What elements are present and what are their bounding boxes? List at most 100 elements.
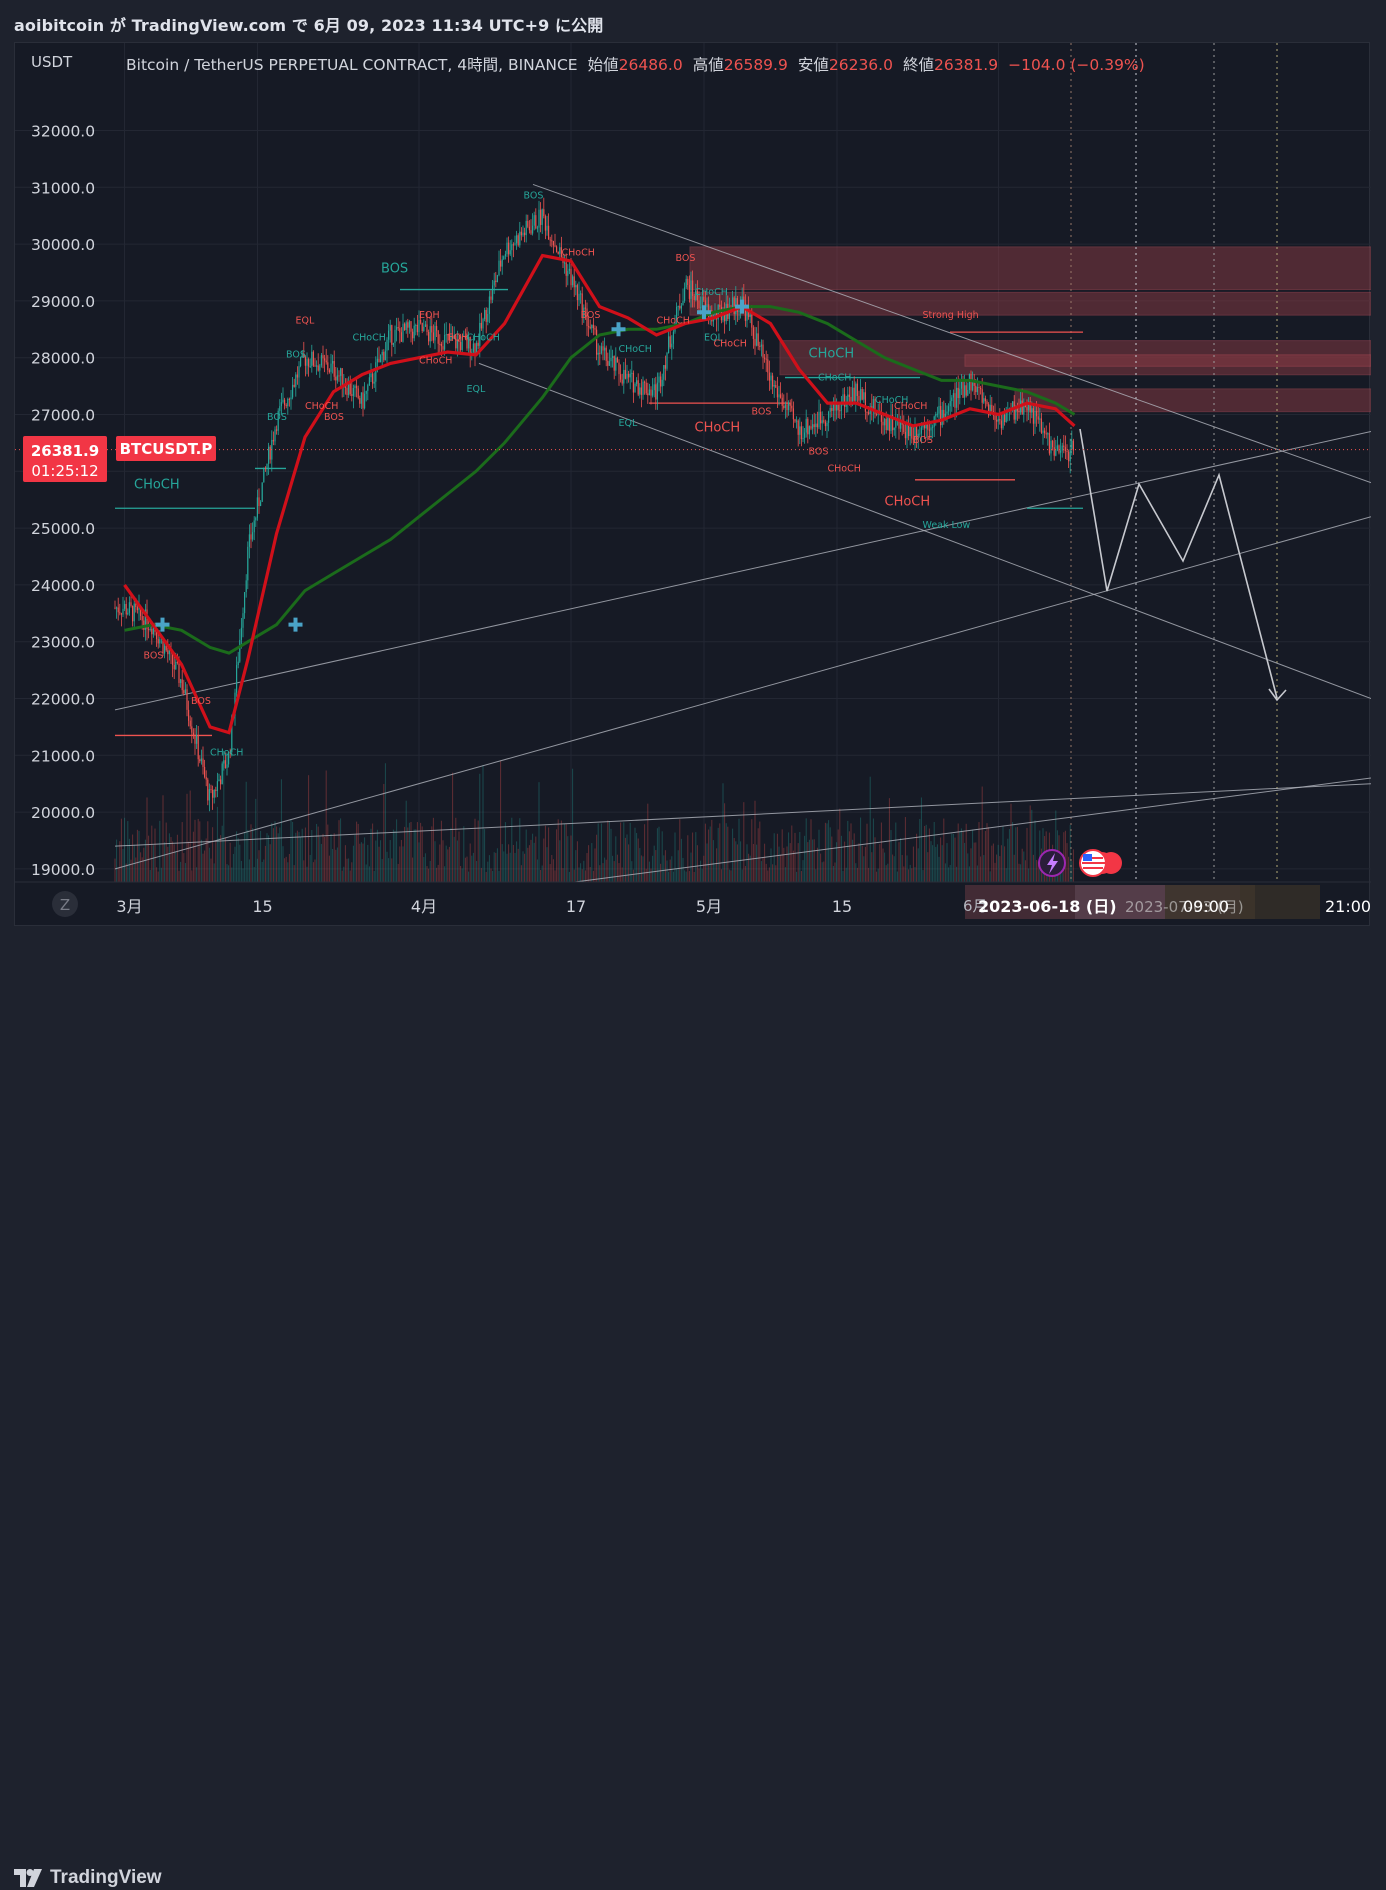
candle-body — [266, 463, 268, 469]
candle-body — [258, 497, 260, 507]
candle-body — [1016, 408, 1018, 411]
volume-bar — [477, 820, 479, 882]
structure-label: CHoCH — [305, 401, 338, 412]
candle-body — [605, 347, 607, 361]
volume-bar — [175, 851, 177, 882]
candle-body — [540, 209, 542, 225]
candle-body — [900, 420, 902, 429]
candle-body — [756, 333, 758, 346]
candle-body — [404, 323, 406, 331]
candle-body — [317, 365, 319, 371]
price-axis[interactable]: 19000.0 20000.0 21000.0 22000.0 23000.0 24000… — [31, 123, 95, 879]
candle-body — [788, 402, 790, 411]
volume-bar — [260, 830, 262, 882]
price-chart[interactable]: BOSBOSCHoCHCHoCHBOSBOSEQLCHoCHBOSCHoCHBO… — [15, 43, 1371, 927]
candle-body — [604, 347, 606, 351]
candle-body — [690, 280, 692, 299]
volume-bar — [498, 870, 500, 882]
volume-bar — [231, 867, 233, 882]
z-button[interactable]: Z — [52, 891, 78, 917]
volume-bar — [215, 840, 217, 882]
candle-body — [733, 297, 735, 315]
volume-bar — [981, 786, 983, 882]
candle-body — [695, 290, 697, 300]
candle-body — [925, 424, 927, 429]
time-axis[interactable]: 3月 15 4月 17 5月 15 — [15, 881, 1371, 916]
candle-body — [760, 344, 762, 347]
volume-bar — [972, 829, 974, 882]
candle-body — [799, 426, 801, 435]
volume-bar — [490, 868, 492, 882]
candle-body — [1039, 418, 1041, 420]
candle-body — [212, 789, 214, 798]
candle-body — [620, 374, 622, 380]
candle-body — [405, 322, 407, 331]
candle-body — [412, 331, 414, 339]
structure-label: CHoCH — [562, 247, 595, 258]
volume-bar — [634, 827, 636, 882]
volume-bar — [584, 870, 586, 882]
supply-zone — [689, 246, 1371, 291]
volume-bar — [237, 838, 239, 882]
volume-bar — [258, 850, 260, 882]
candle-body — [559, 247, 561, 254]
candle-body — [826, 422, 828, 427]
candle-body — [552, 240, 554, 246]
candle-body — [660, 376, 662, 387]
volume-bar — [826, 823, 828, 882]
volume-bar — [908, 869, 910, 882]
volume-bar — [975, 842, 977, 882]
volume-bar — [368, 866, 370, 882]
candle-body — [239, 639, 241, 662]
candle-body — [466, 338, 468, 349]
price-tick-label: 31000.0 — [31, 179, 95, 197]
candle-body — [676, 306, 678, 321]
candle-body — [952, 393, 954, 398]
volume-bar — [197, 818, 199, 882]
volume-bar — [984, 831, 986, 882]
volume-bar — [279, 827, 281, 882]
z-button-label[interactable]: Z — [60, 896, 70, 914]
volume-bar — [328, 855, 330, 882]
lightning-icon[interactable] — [1038, 849, 1066, 877]
us-flag-icon[interactable] — [1079, 849, 1122, 877]
chart-pane[interactable]: BOS BOS CHoCH CHoCH BOS BOS EQL CHoCH BOS CHoCH BO… — [14, 42, 1371, 927]
volume-bar — [722, 783, 724, 882]
volume-bar — [949, 864, 951, 882]
volume-bar — [922, 870, 924, 882]
volume-bar — [813, 839, 815, 882]
candle-body — [640, 387, 642, 395]
volume-bar — [871, 852, 873, 882]
candle-body — [880, 411, 882, 422]
candle-body — [944, 413, 946, 418]
candle-body — [194, 736, 196, 744]
candle-body — [828, 411, 830, 423]
candle-body — [410, 321, 412, 332]
candle-body — [314, 365, 316, 367]
volume-bar — [781, 829, 783, 882]
candle-body — [773, 384, 775, 387]
volume-bar — [536, 859, 538, 882]
candle-body — [496, 275, 498, 282]
candle-body — [173, 665, 175, 670]
candle-body — [316, 365, 318, 367]
tradingview-logo[interactable]: TradingView — [14, 1866, 162, 1890]
structure-label: Strong High — [923, 310, 979, 321]
candle-body — [434, 325, 436, 341]
volume-bar — [608, 821, 610, 882]
volume-bar — [613, 861, 615, 882]
volume-bar — [647, 803, 649, 882]
candle-body — [594, 328, 596, 330]
volume-bar — [719, 823, 721, 882]
volume-bar — [736, 844, 738, 882]
candle-body — [839, 410, 841, 412]
volume-bar — [858, 843, 860, 882]
candle-body — [831, 408, 833, 411]
candle-body — [664, 365, 666, 369]
candle-body — [1044, 430, 1046, 434]
volume-bar — [309, 854, 311, 882]
volume-bar — [623, 822, 625, 882]
candle-countdown: 01:25:12 — [31, 462, 98, 480]
volume-bar — [957, 823, 959, 882]
volume-bar — [304, 827, 306, 882]
